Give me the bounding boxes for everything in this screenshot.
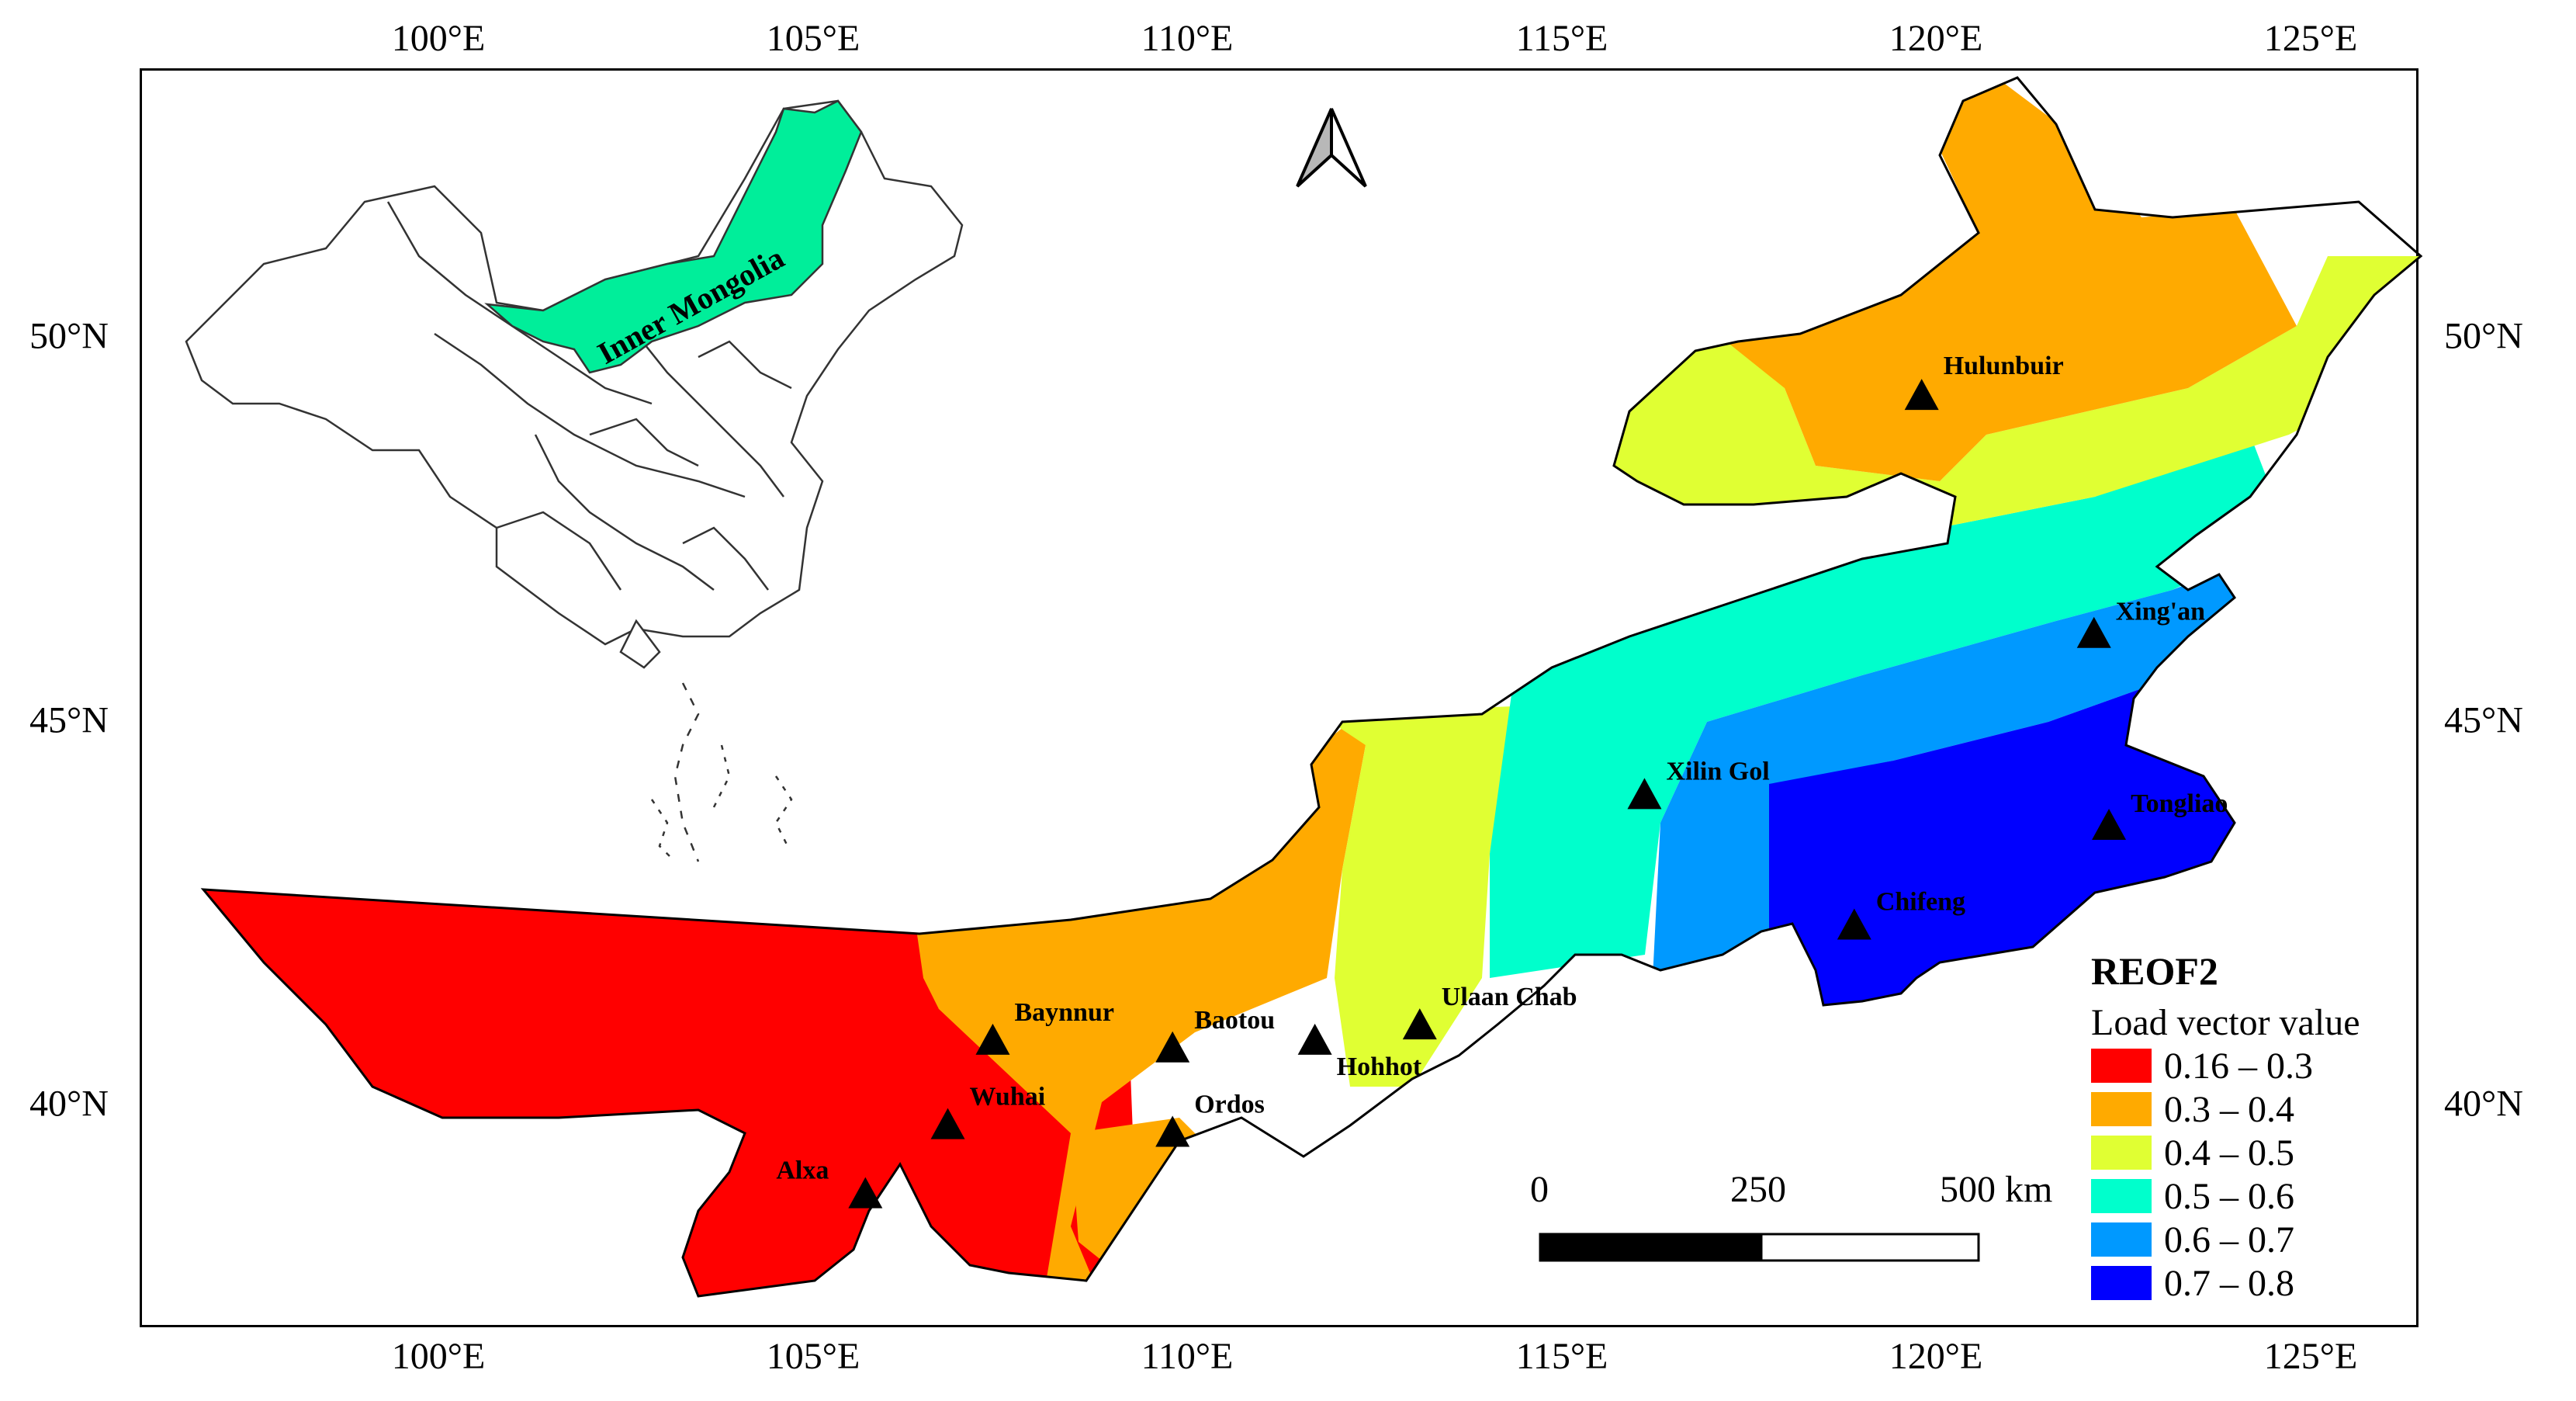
lon-tick-bottom: 120°E: [1889, 1336, 1983, 1377]
city-label: Wuhai: [970, 1083, 1046, 1111]
legend-item: 0.5 – 0.6: [2091, 1175, 2294, 1217]
lat-tick-right: 50°N: [2444, 315, 2523, 357]
legend-item: 0.6 – 0.7: [2091, 1219, 2294, 1261]
scale-label: 0: [1530, 1169, 1549, 1210]
legend-item: 0.4 – 0.5: [2091, 1132, 2294, 1174]
city-label: Baotou: [1194, 1006, 1275, 1035]
legend-label: 0.6 – 0.7: [2164, 1219, 2294, 1261]
lon-tick-top: 100°E: [391, 18, 486, 59]
legend-swatch: [2091, 1092, 2152, 1126]
city-marker-icon: [1155, 1031, 1190, 1063]
city-label: Chifeng: [1876, 888, 1965, 917]
lat-tick-left: 50°N: [29, 315, 109, 357]
city-markers: Hulunbuir Xing'an Xilin Gol Tongliao Chifeng…: [776, 352, 2228, 1209]
city-label: Ordos: [1194, 1091, 1265, 1119]
lat-tick-left: 45°N: [29, 699, 109, 741]
lat-tick-left: 40°N: [29, 1083, 109, 1125]
legend-swatch: [2091, 1222, 2152, 1257]
legend-subtitle: Load vector value: [2091, 1002, 2360, 1043]
legend-swatch: [2091, 1179, 2152, 1213]
lon-tick-bottom: 110°E: [1141, 1336, 1234, 1377]
lon-tick-bottom: 125°E: [2263, 1336, 2358, 1377]
city-marker-icon: [1155, 1115, 1190, 1147]
lon-tick-top: 105°E: [766, 18, 860, 59]
legend-label: 0.16 – 0.3: [2164, 1045, 2313, 1087]
city-label: Xilin Gol: [1666, 757, 1769, 785]
legend-title: REOF2: [2091, 949, 2218, 993]
lon-tick-bottom: 115°E: [1515, 1336, 1608, 1377]
legend-label: 0.3 – 0.4: [2164, 1088, 2294, 1130]
legend-label: 0.7 – 0.8: [2164, 1262, 2294, 1304]
city-label: Baynnur: [1014, 998, 1114, 1027]
legend-item: 0.7 – 0.8: [2091, 1262, 2294, 1304]
legend-item: 0.16 – 0.3: [2091, 1045, 2313, 1087]
lat-tick-right: 40°N: [2444, 1083, 2523, 1125]
legend-item: 0.3 – 0.4: [2091, 1088, 2294, 1130]
legend-label: 0.5 – 0.6: [2164, 1175, 2294, 1217]
legend-label: 0.4 – 0.5: [2164, 1132, 2294, 1174]
city-marker-icon: [2076, 616, 2111, 648]
lon-tick-bottom: 105°E: [766, 1336, 860, 1377]
lon-tick-top: 120°E: [1889, 18, 1983, 59]
inset-inner-mongolia-highlight: [484, 99, 863, 374]
city-marker-icon: [1627, 778, 1662, 810]
inner-mongolia-outline: [200, 76, 2423, 1298]
lon-tick-top: 115°E: [1515, 18, 1608, 59]
legend-swatch: [2091, 1266, 2152, 1300]
scale-label: 250: [1730, 1169, 1786, 1210]
choropleth-band: [1071, 1118, 1210, 1273]
legend-swatch: [2091, 1049, 2152, 1083]
city-marker-icon: [1837, 908, 1871, 940]
city-label: Xing'an: [2116, 598, 2205, 626]
choropleth-layer: [203, 78, 2421, 1296]
scale-label: 500 km: [1940, 1169, 2053, 1210]
map-frame: [140, 68, 2418, 1327]
city-marker-icon: [1402, 1008, 1437, 1040]
city-marker-icon: [848, 1177, 883, 1209]
city-label: Alxa: [776, 1157, 829, 1185]
lon-tick-top: 110°E: [1141, 18, 1234, 59]
city-marker-icon: [975, 1023, 1010, 1055]
city-label: Hulunbuir: [1944, 352, 2064, 380]
choropleth-band: [1707, 78, 2297, 481]
city-label: Tongliao: [2131, 789, 2228, 818]
lon-tick-top: 125°E: [2263, 18, 2358, 59]
legend-swatch: [2091, 1136, 2152, 1170]
lat-tick-right: 45°N: [2444, 699, 2523, 741]
choropleth-band: [1653, 559, 2250, 978]
scale-bar: [1539, 1233, 1980, 1262]
city-marker-icon: [1904, 379, 1939, 411]
lon-tick-bottom: 100°E: [391, 1336, 486, 1377]
city-marker-icon: [1297, 1023, 1332, 1055]
inset-china-map: [185, 99, 964, 862]
city-marker-icon: [2092, 808, 2127, 840]
city-label: Ulaan Chab: [1442, 983, 1577, 1011]
north-arrow-icon: [1296, 108, 1367, 188]
choropleth-band: [919, 920, 1125, 1009]
city-marker-icon: [930, 1108, 965, 1139]
city-label: Hohhot: [1337, 1052, 1422, 1081]
choropleth-band: [1319, 706, 1513, 1087]
choropleth-band: [1490, 435, 2289, 978]
